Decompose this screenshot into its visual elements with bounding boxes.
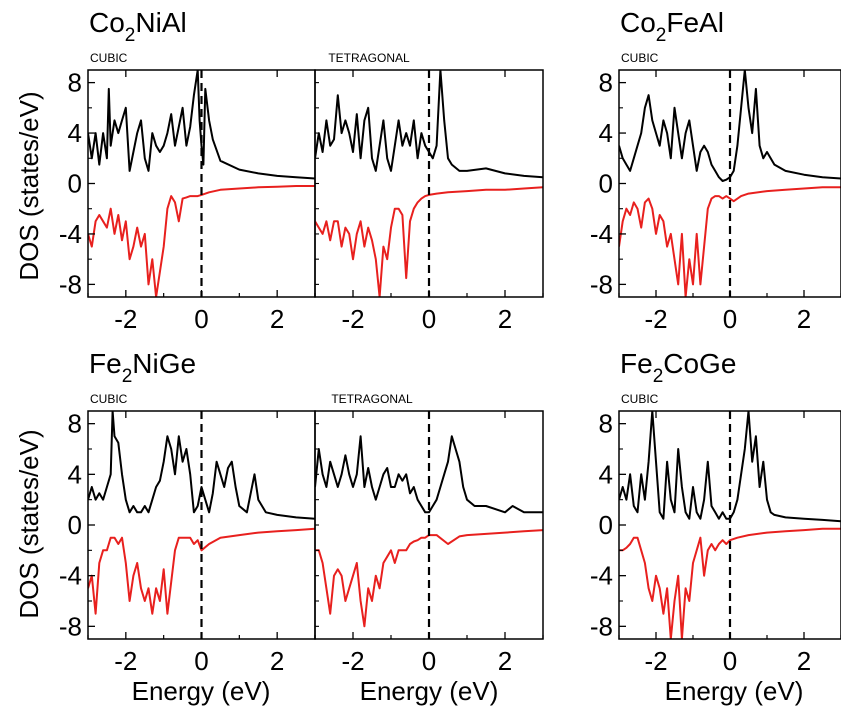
- spin-up-line: [619, 70, 841, 182]
- y-tick-label: 8: [599, 68, 613, 98]
- title-subscript: 2: [122, 366, 133, 387]
- dos-panel-2: TETRAGONAL -2 0 2: [314, 51, 544, 334]
- title-rest: NiAl: [135, 7, 186, 38]
- title-subscript: 2: [125, 25, 136, 46]
- spin-up-line: [619, 411, 841, 523]
- phase-label: CUBIC: [621, 392, 659, 406]
- x-tick-label: 0: [194, 646, 208, 676]
- x-tick-label: -2: [114, 646, 137, 676]
- panel-frame: [87, 69, 316, 298]
- phase-label: TETRAGONAL: [328, 51, 410, 65]
- title-rest: FeAl: [666, 7, 724, 38]
- title-rest: NiGe: [132, 348, 196, 379]
- x-tick-label: 2: [498, 646, 512, 676]
- spin-down-line: [88, 185, 315, 297]
- x-tick-label: 0: [723, 646, 737, 676]
- x-tick-label: 2: [270, 646, 284, 676]
- spin-up-line: [315, 435, 543, 514]
- x-axis-label-3: Energy (eV): [665, 676, 804, 706]
- x-tick-label: 2: [797, 646, 811, 676]
- phase-label: CUBIC: [621, 51, 659, 65]
- phase-label: TETRAGONAL: [331, 392, 413, 406]
- y-tick-label: -8: [59, 611, 82, 641]
- x-tick-label: 2: [498, 304, 512, 334]
- y-tick-label: -4: [590, 219, 613, 249]
- panel-frame: [618, 410, 841, 640]
- title-subscript: 2: [656, 25, 667, 46]
- x-tick-label: -2: [341, 646, 364, 676]
- x-tick-label: 2: [797, 304, 811, 334]
- panel-frame: [618, 69, 841, 298]
- y-tick-label: 8: [599, 409, 613, 439]
- x-axis-label-2: Energy (eV): [360, 676, 499, 706]
- y-tick-label: 0: [68, 169, 82, 199]
- panel-frame: [314, 69, 544, 298]
- x-tick-label: -2: [644, 646, 667, 676]
- spin-down-line: [315, 529, 543, 628]
- phase-label: CUBIC: [90, 51, 128, 65]
- title-element: Fe: [89, 348, 122, 379]
- y-axis-label-bottom: DOS (states/eV): [14, 429, 44, 618]
- y-tick-label: 0: [68, 510, 82, 540]
- spin-down-line: [88, 527, 315, 615]
- spin-down-line: [619, 186, 841, 297]
- spin-down-line: [315, 186, 543, 297]
- title-subscript: 2: [653, 366, 664, 387]
- panel-title: Fe2NiGe: [89, 348, 196, 387]
- title-element: Fe: [620, 348, 653, 379]
- x-tick-label: -2: [114, 304, 137, 334]
- y-tick-label: -8: [59, 269, 82, 299]
- y-tick-label: -8: [590, 611, 613, 641]
- y-tick-label: 8: [68, 409, 82, 439]
- y-axis-label-top: DOS (states/eV): [14, 91, 44, 280]
- phase-label: CUBIC: [90, 392, 128, 406]
- y-tick-label: 4: [68, 459, 82, 489]
- x-axis-label-1: Energy (eV): [132, 676, 271, 706]
- spin-up-line: [88, 411, 315, 520]
- x-tick-label: -2: [644, 304, 667, 334]
- title-element: Co: [89, 7, 125, 38]
- dos-panel-5: TETRAGONAL -2 0 2: [314, 392, 544, 676]
- panel-title: Co2NiAl: [89, 7, 187, 46]
- y-tick-label: -4: [59, 219, 82, 249]
- y-tick-label: 4: [599, 118, 613, 148]
- y-tick-label: -4: [590, 561, 613, 591]
- title-rest: CoGe: [663, 348, 736, 379]
- x-tick-label: 2: [270, 304, 284, 334]
- y-tick-label: 8: [68, 68, 82, 98]
- x-tick-label: 0: [422, 646, 436, 676]
- y-tick-label: -4: [59, 561, 82, 591]
- x-tick-label: 0: [194, 304, 208, 334]
- title-element: Co: [620, 7, 656, 38]
- x-tick-label: -2: [341, 304, 364, 334]
- y-tick-label: 0: [599, 510, 613, 540]
- spin-down-line: [619, 527, 841, 639]
- y-tick-label: 4: [68, 118, 82, 148]
- panel-title: Co2FeAl: [620, 7, 724, 46]
- spin-up-line: [88, 70, 315, 180]
- panel-frame: [314, 410, 544, 640]
- x-tick-label: 0: [422, 304, 436, 334]
- y-tick-label: -8: [590, 269, 613, 299]
- x-tick-label: 0: [723, 304, 737, 334]
- panel-title: Fe2CoGe: [620, 348, 736, 387]
- y-tick-label: 4: [599, 459, 613, 489]
- y-tick-label: 0: [599, 169, 613, 199]
- spin-up-line: [315, 70, 543, 179]
- panel-frame: [87, 410, 316, 640]
